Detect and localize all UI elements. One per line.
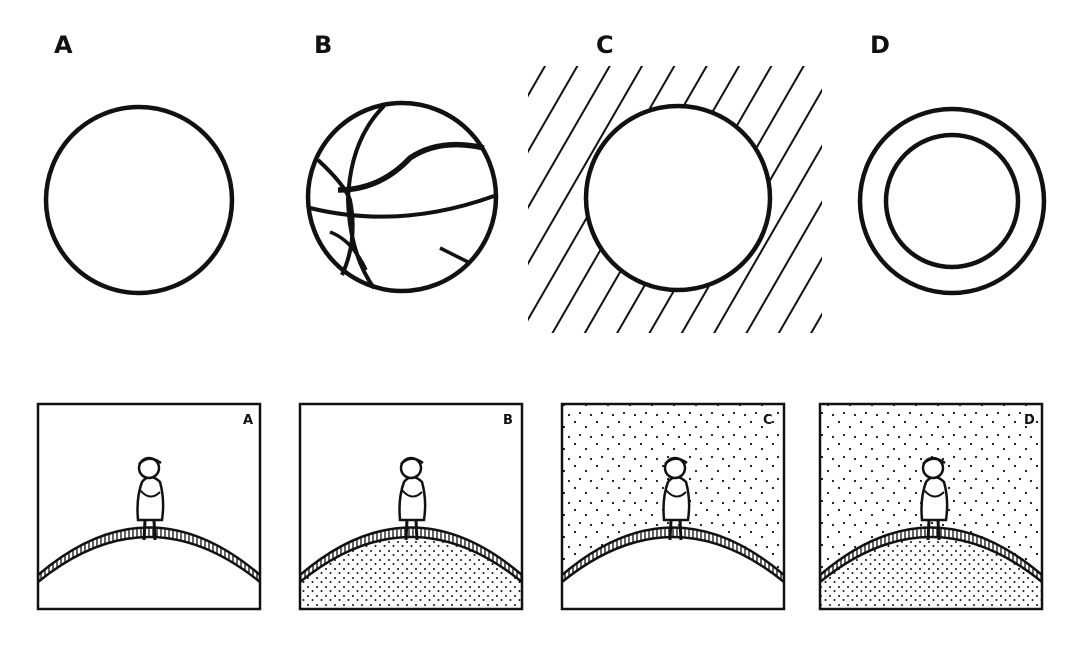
outer-circle [857,106,1047,296]
panel-top-c: C [528,31,822,333]
circle-on-hatch [583,103,773,293]
plain-circle [43,104,235,296]
panel-top-b: B [305,31,499,294]
panel-frame [298,402,524,611]
bottom-label-d: D [1024,413,1035,428]
panel-top-d: D [857,31,1047,296]
top-label-c: C [596,31,614,59]
dotted-ground [300,537,522,609]
panel-bottom-a: A [36,402,262,611]
panel-frame [560,402,786,611]
panel-bottom-b: B [298,402,524,611]
panel-frame [36,402,262,611]
top-label-b: B [314,31,332,59]
top-label-d: D [870,31,890,59]
panel-top-a: A [43,31,235,296]
inner-circle [883,132,1021,270]
bottom-label-b: B [503,413,513,428]
bottom-label-c: C [763,413,773,428]
planet-horizon [38,526,260,584]
dotted-ground [820,537,1042,609]
panel-bottom-c: C [560,402,786,611]
planet-horizon [300,526,522,584]
panel-bottom-d: D [818,402,1044,611]
basketball-icon [305,100,499,294]
panel-frame [818,402,1044,611]
planet-horizon [820,526,1042,584]
planet-horizon [562,526,784,584]
top-label-a: A [54,31,73,59]
bottom-label-a: A [243,413,253,428]
